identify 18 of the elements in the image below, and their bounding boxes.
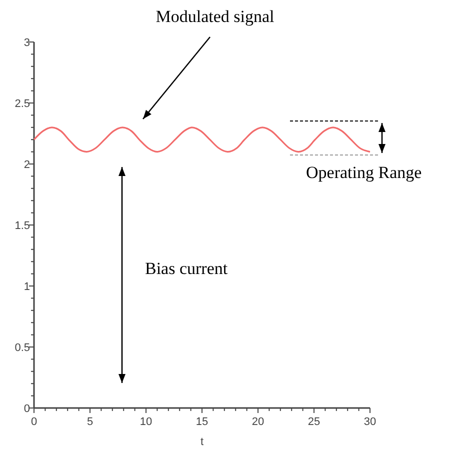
y-tick-label: 2.5 xyxy=(14,98,30,110)
annotation: Bias current xyxy=(145,259,228,278)
x-tick-label: 30 xyxy=(364,416,376,428)
y-tick-label: 3 xyxy=(24,36,30,49)
x-tick-label: 5 xyxy=(86,416,94,428)
y-tick-label: 0 xyxy=(24,402,30,415)
y-tick-label: 1.5 xyxy=(14,220,30,232)
annotation: Operating Range xyxy=(306,163,422,182)
x-tick-label: 25 xyxy=(308,416,320,428)
y-tick-label: 2 xyxy=(24,158,30,171)
x-axis-title: t xyxy=(200,436,204,448)
y-tick-label: 1 xyxy=(24,280,30,293)
x-tick-label: 10 xyxy=(140,416,152,428)
text: Modulated signal xyxy=(156,7,275,26)
x-tick-label: 20 xyxy=(252,416,264,428)
y-tick-label: 0.5 xyxy=(14,342,30,354)
line-series xyxy=(33,126,371,153)
x-tick-label: 15 xyxy=(196,416,208,428)
